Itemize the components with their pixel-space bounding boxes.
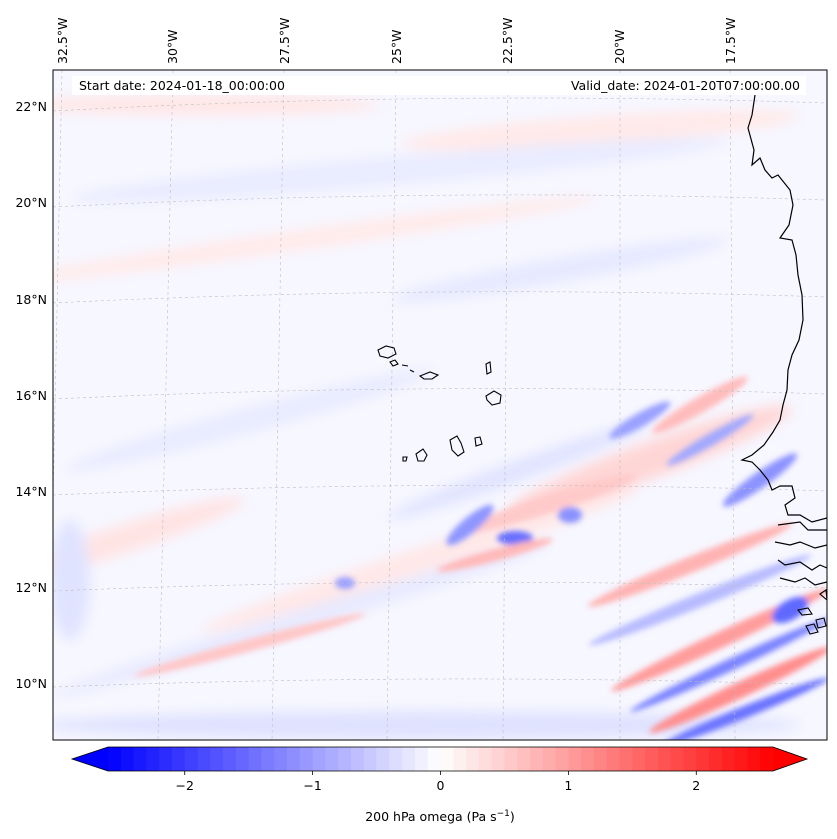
- colorbar-bin: [402, 747, 416, 771]
- valid-date: Valid_date: 2024-01-20T07:00:00.00: [571, 78, 800, 93]
- colorbar-bin: [146, 747, 160, 771]
- colorbar-bin: [593, 747, 608, 771]
- colorbar-bin: [504, 747, 518, 771]
- colorbar-bin: [210, 747, 224, 771]
- colorbar: −2 −1 0 1 2 200 hPa omega (Pa s−1): [70, 746, 809, 824]
- colorbar-bin: [530, 747, 544, 771]
- colorbar-bin: [619, 747, 633, 771]
- colorbar-bin: [670, 747, 685, 771]
- coastline: [740, 94, 827, 586]
- colorbar-tick-label: −2: [176, 778, 194, 793]
- colorbar-bin: [606, 747, 621, 771]
- colorbar-bin: [108, 747, 122, 771]
- colorbar-bin: [223, 747, 237, 771]
- colorbar-bin: [645, 747, 659, 771]
- colorbar-label: 200 hPa omega (Pa s−1): [365, 809, 515, 824]
- colorbar-bin: [734, 747, 749, 771]
- cape-verde-islands: [377, 345, 827, 635]
- lat-label: 12°N: [15, 580, 47, 595]
- lon-label: 17.5°W: [723, 18, 738, 64]
- colorbar-extend-high: [773, 747, 807, 771]
- colorbar-bin: [248, 747, 263, 771]
- lon-label: 27.5°W: [277, 18, 292, 64]
- colorbar-bin: [555, 747, 569, 771]
- colorbar-bin: [491, 747, 506, 771]
- colorbar-bin: [683, 747, 697, 771]
- colorbar-bin: [376, 747, 390, 771]
- colorbar-bin: [197, 747, 211, 771]
- colorbar-outline: [70, 746, 809, 772]
- colorbar-bin: [568, 747, 582, 771]
- colorbar-tick-label: 0: [437, 778, 445, 793]
- colorbar-bin: [709, 747, 723, 771]
- colorbar-segments: [72, 747, 807, 771]
- lat-label: 18°N: [15, 292, 47, 307]
- colorbar-bin: [517, 747, 531, 771]
- colorbar-bin: [581, 747, 595, 771]
- colorbar-bin: [261, 747, 275, 771]
- colorbar-bin: [696, 747, 710, 771]
- colorbar-bin: [414, 747, 429, 771]
- colorbar-tick-label: 1: [564, 778, 572, 793]
- colorbar-bin: [159, 747, 173, 771]
- colorbar-bin: [133, 747, 147, 771]
- map-frame: [52, 69, 828, 741]
- colorbar-bin: [235, 747, 250, 771]
- lon-label: 20°W: [612, 29, 627, 64]
- lat-label: 14°N: [15, 484, 47, 499]
- omega-field: [53, 70, 827, 740]
- colorbar-bin: [657, 747, 672, 771]
- lon-label: 30°W: [165, 29, 180, 64]
- colorbar-bin: [632, 747, 646, 771]
- colorbar-tick-label: 2: [692, 778, 700, 793]
- colorbar-bin: [171, 747, 186, 771]
- header-box: [72, 76, 806, 95]
- colorbar-bin: [760, 747, 774, 771]
- colorbar-bin: [453, 747, 467, 771]
- lon-label: 32.5°W: [55, 18, 70, 64]
- map-panel: [52, 69, 828, 741]
- lat-label: 10°N: [15, 676, 47, 691]
- colorbar-bin: [721, 747, 736, 771]
- start-date: Start date: 2024-01-18_00:00:00: [79, 78, 285, 93]
- longitude-labels: 32.5°W 30°W 27.5°W 25°W 22.5°W 20°W 17.5…: [55, 18, 738, 64]
- latitude-labels: 22°N 20°N 18°N 16°N 14°N 12°N 10°N: [15, 99, 47, 691]
- colorbar-tick-label: −1: [303, 778, 321, 793]
- colorbar-bin: [312, 747, 327, 771]
- colorbar-bin: [440, 747, 454, 771]
- colorbar-bin: [120, 747, 135, 771]
- colorbar-bin: [274, 747, 288, 771]
- colorbar-bin: [389, 747, 403, 771]
- colorbar-bin: [542, 747, 557, 771]
- colorbar-extend-low: [72, 747, 108, 771]
- lat-label: 16°N: [15, 388, 47, 403]
- lon-label: 25°W: [389, 29, 404, 64]
- lon-label: 22.5°W: [500, 18, 515, 64]
- lat-label: 20°N: [15, 195, 47, 210]
- colorbar-bin: [427, 747, 442, 771]
- colorbar-bin: [325, 747, 339, 771]
- colorbar-ticks: −2 −1 0 1 2: [176, 771, 700, 793]
- colorbar-bin: [338, 747, 352, 771]
- colorbar-bin: [363, 747, 378, 771]
- graticule: [53, 70, 827, 740]
- colorbar-bin: [287, 747, 301, 771]
- colorbar-bin: [350, 747, 365, 771]
- colorbar-bin: [466, 747, 480, 771]
- colorbar-bin: [747, 747, 761, 771]
- colorbar-bin: [299, 747, 314, 771]
- colorbar-bin: [184, 747, 199, 771]
- lat-label: 22°N: [15, 99, 47, 114]
- colorbar-bin: [478, 747, 493, 771]
